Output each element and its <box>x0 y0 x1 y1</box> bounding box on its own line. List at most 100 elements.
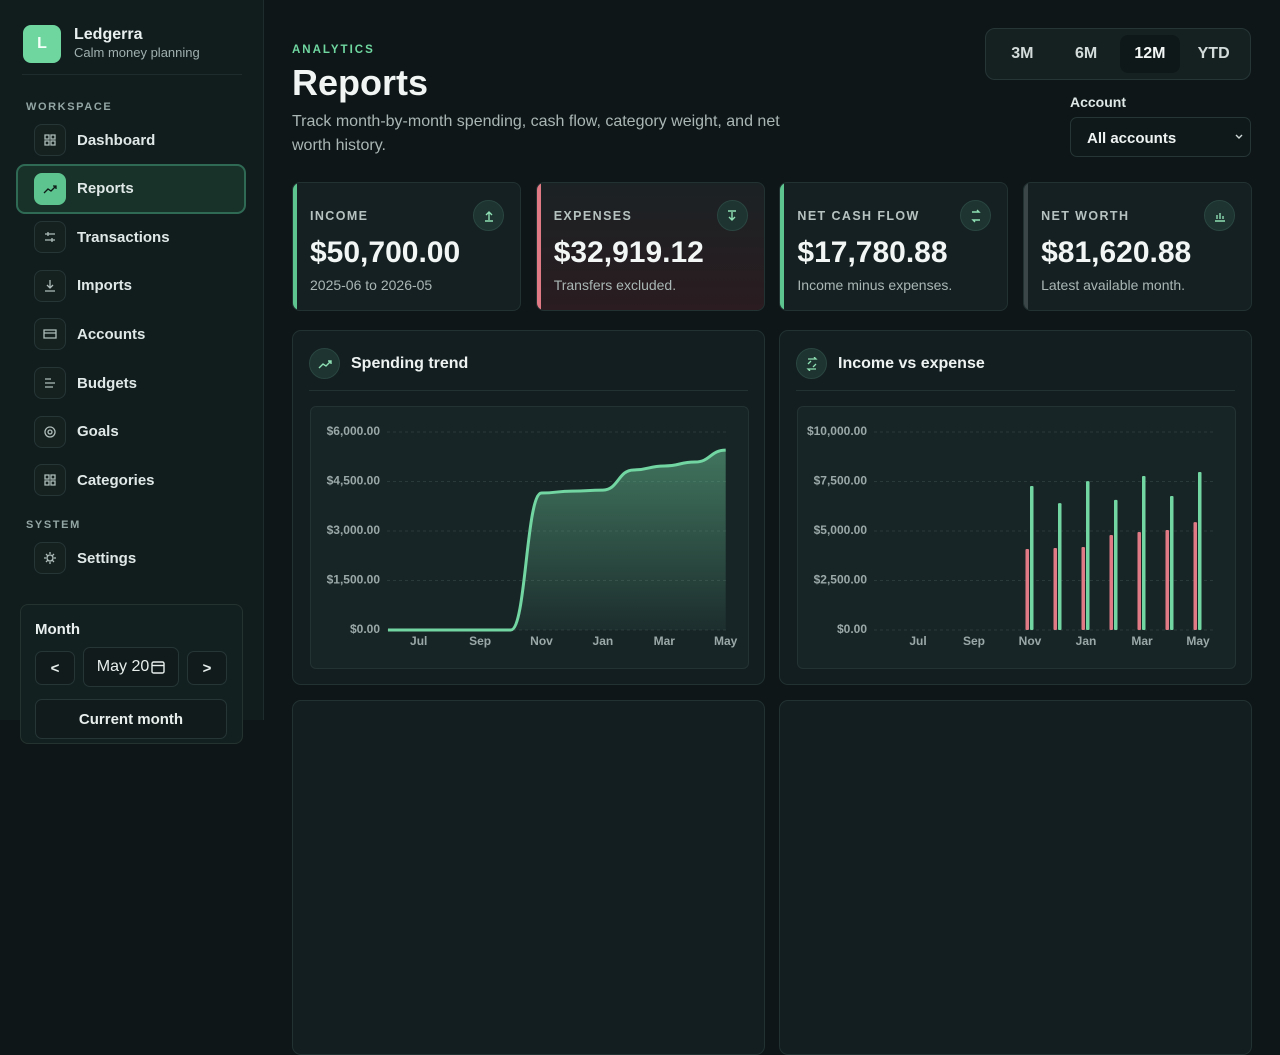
kpi-note: Transfers excluded. <box>553 277 677 293</box>
plot-area: $0.00 $1,500.00 $3,000.00 $4,500.00 $6,000.0… <box>310 406 749 669</box>
chevron <box>1235 134 1243 139</box>
chart: $0.00 $1,500.00 $3,000.00 $4,500.00 $6,000.0… <box>327 424 738 648</box>
range-button[interactable]: 6M <box>1075 45 1098 62</box>
nav-label: Transactions <box>77 228 170 246</box>
bar <box>1053 548 1057 630</box>
y-tick-label: $2,500.00 <box>814 573 868 587</box>
chart-title: Spending trend <box>351 355 469 372</box>
x-tick-label: Jan <box>593 634 614 648</box>
y-tick-label: $4,500.00 <box>327 474 381 488</box>
bar <box>1165 530 1169 630</box>
bar <box>1114 499 1118 630</box>
y-tick-label: $10,000.00 <box>807 424 867 438</box>
divider <box>796 390 1235 391</box>
kpi-note: Latest available month. <box>1041 277 1186 293</box>
nav-label: Accounts <box>77 325 146 343</box>
nav-item[interactable]: Imports <box>16 261 246 311</box>
chart: $0.00 $2,500.00 $5,000.00 $7,500.00 $10,000.… <box>807 424 1215 648</box>
sidebar: L Ledgerra Calm money planning WORKSPACE… <box>0 0 264 744</box>
nav-icon <box>34 269 66 302</box>
bar <box>1198 471 1202 630</box>
kpi-card: NET CASH FLOW $17,780.88 Income minus expe… <box>779 182 1009 311</box>
kpi-value: $17,780.88 <box>797 236 948 269</box>
chart-panel: Spending trend $0.00 $1,500.00 $3,000.00 $4… <box>292 330 765 685</box>
divider <box>309 390 748 391</box>
x-tick-label: Nov <box>530 634 553 648</box>
range-button[interactable]: 3M <box>1011 45 1034 62</box>
kpi-note: 2025-06 to 2026-05 <box>310 277 433 293</box>
nav-item[interactable]: Accounts <box>16 309 246 359</box>
account-select[interactable]: All accounts <box>1070 117 1251 157</box>
nav-label: Dashboard <box>77 131 156 149</box>
x-tick-label: Nov <box>1019 634 1042 648</box>
current-month-button[interactable]: Current month <box>35 699 227 739</box>
y-tick-label: $6,000.00 <box>327 424 381 438</box>
nav-icon <box>34 542 66 574</box>
section-label: WORKSPACE <box>26 101 113 113</box>
kpi-label: EXPENSES <box>553 209 633 223</box>
bar <box>1193 522 1197 630</box>
kpi-icon <box>1204 200 1236 231</box>
x-tick-label: Jan <box>1076 634 1097 648</box>
section-label: SYSTEM <box>26 519 81 531</box>
bar <box>1030 486 1034 630</box>
kpi-accent <box>1024 183 1029 310</box>
plot-area: $0.00 $2,500.00 $5,000.00 $7,500.00 $10,000.… <box>797 406 1236 669</box>
kpi-label: INCOME <box>310 209 369 223</box>
kpi-accent <box>293 183 297 310</box>
kpi-value: $32,919.12 <box>553 236 704 269</box>
range-button[interactable]: 12M <box>1119 35 1181 73</box>
y-tick-label: $0.00 <box>837 622 867 636</box>
kpi-label: NET CASH FLOW <box>797 209 920 223</box>
month-label: Month <box>35 621 80 638</box>
panel <box>292 700 765 1055</box>
nav-item[interactable]: Reports <box>16 163 246 214</box>
kpi-card: INCOME $50,700.00 2025-06 to 2026-05 <box>292 182 521 311</box>
bar <box>1081 547 1085 630</box>
page-title: Reports <box>292 62 429 103</box>
nav-icon <box>34 172 66 205</box>
nav-item[interactable]: Categories <box>16 455 246 505</box>
chart-title: Income vs expense <box>838 355 985 372</box>
x-tick-label: Sep <box>469 634 491 648</box>
nav-icon <box>34 367 66 399</box>
nav-icon <box>34 464 66 497</box>
x-tick-label: May <box>714 634 738 648</box>
nav-label: Goals <box>77 423 119 441</box>
month-picker: Month < May 20 > Current month <box>20 604 243 744</box>
account-value: All accounts <box>1087 130 1177 147</box>
nav-item[interactable]: Settings <box>16 533 246 583</box>
nav-icon <box>34 415 66 448</box>
bar <box>1058 503 1062 630</box>
y-tick-label: $7,500.00 <box>814 474 868 488</box>
area <box>388 450 726 630</box>
nav-label: Reports <box>77 180 134 198</box>
nav-item[interactable]: Dashboard <box>16 115 246 165</box>
nav-item[interactable]: Transactions <box>16 212 246 262</box>
kpi-value: $50,700.00 <box>310 236 461 269</box>
account-label: Account <box>1070 94 1126 110</box>
kpi-card: EXPENSES $32,919.12 Transfers excluded. <box>535 182 765 311</box>
x-tick-label: May <box>1186 634 1210 648</box>
x-tick-label: Mar <box>654 634 676 648</box>
bar <box>1109 534 1113 630</box>
nav-icon <box>34 124 66 156</box>
prev-button[interactable]: < <box>35 651 75 685</box>
nav-item[interactable]: Goals <box>16 407 246 457</box>
nav-item[interactable]: Budgets <box>16 358 246 408</box>
kpi-icon <box>473 200 504 231</box>
nav-label: Budgets <box>77 374 137 392</box>
month-input[interactable]: May 20 <box>83 647 179 687</box>
bar <box>1142 475 1146 630</box>
range-button[interactable]: YTD <box>1197 45 1230 62</box>
panel-icon <box>309 348 340 379</box>
next-button[interactable]: > <box>187 651 227 685</box>
logo: L <box>23 25 61 63</box>
y-tick-label: $1,500.00 <box>327 573 381 587</box>
chart-panel: Income vs expense $0.00 $2,500.00 $5,000.0… <box>779 330 1252 685</box>
range-selector: 3M 6M 12M YTD <box>985 28 1251 80</box>
panel-icon <box>796 348 827 379</box>
kpi-card: NET WORTH $81,620.88 Latest available mont… <box>1023 182 1253 311</box>
kpi-note: Income minus expenses. <box>797 277 953 293</box>
nav-icon <box>34 318 66 351</box>
